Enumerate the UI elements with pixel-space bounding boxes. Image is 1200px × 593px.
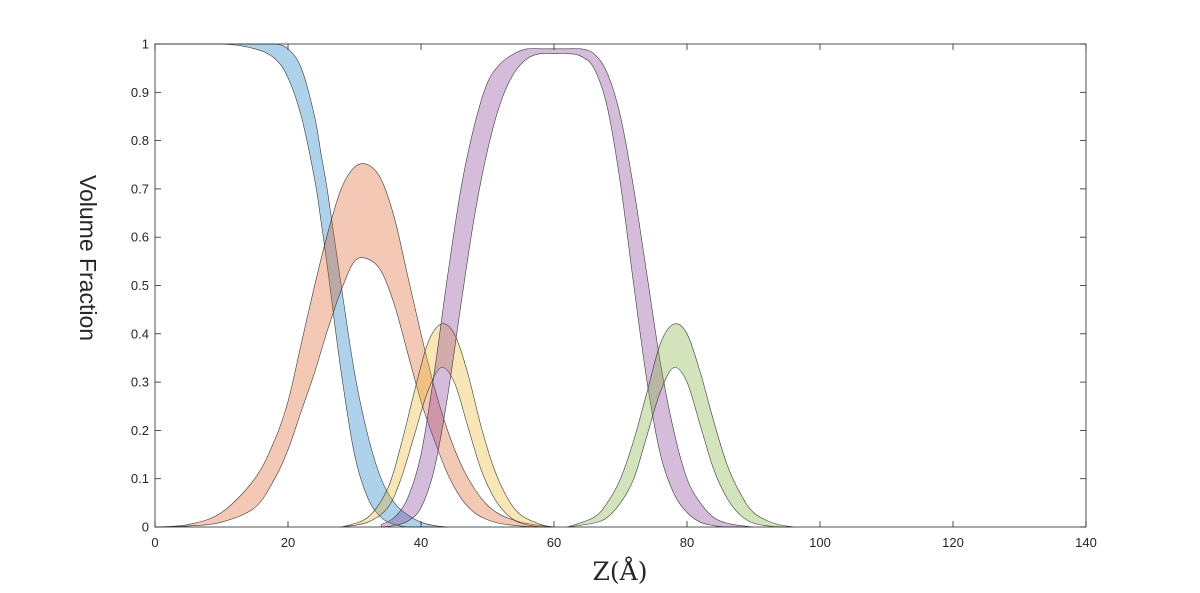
y-tick-label: 0.8 xyxy=(131,133,149,148)
x-tick-label: 0 xyxy=(151,535,158,550)
x-tick-labels: 0 20 40 60 80 100 120 140 xyxy=(151,535,1096,550)
x-axis-label: Z(Å) xyxy=(593,556,648,586)
x-tick-label: 60 xyxy=(547,535,561,550)
y-tick-label: 0.7 xyxy=(131,181,149,196)
y-tick-label: 1 xyxy=(142,37,149,52)
y-tick-label: 0.4 xyxy=(131,326,149,341)
y-tick-label: 0.5 xyxy=(131,278,149,293)
x-tick-label: 40 xyxy=(414,535,428,550)
y-tick-label: 0.9 xyxy=(131,85,149,100)
y-tick-label: 0.2 xyxy=(131,423,149,438)
x-tick-label: 20 xyxy=(281,535,295,550)
y-tick-label: 0.1 xyxy=(131,471,149,486)
x-tick-label: 100 xyxy=(809,535,831,550)
x-tick-label: 120 xyxy=(942,535,964,550)
y-tick-label: 0 xyxy=(142,520,149,535)
x-tick-label: 140 xyxy=(1075,535,1097,550)
y-tick-label: 0.6 xyxy=(131,230,149,245)
y-tick-label: 0.3 xyxy=(131,375,149,390)
axis-ticks xyxy=(154,43,1087,528)
x-tick-label: 80 xyxy=(680,535,694,550)
y-tick-labels: 0 0.1 0.2 0.3 0.4 0.5 0.6 0.7 0.8 0.9 1 xyxy=(131,37,149,535)
y-axis-label: Volume Fraction xyxy=(75,175,101,341)
plot-area-background xyxy=(155,44,1086,527)
